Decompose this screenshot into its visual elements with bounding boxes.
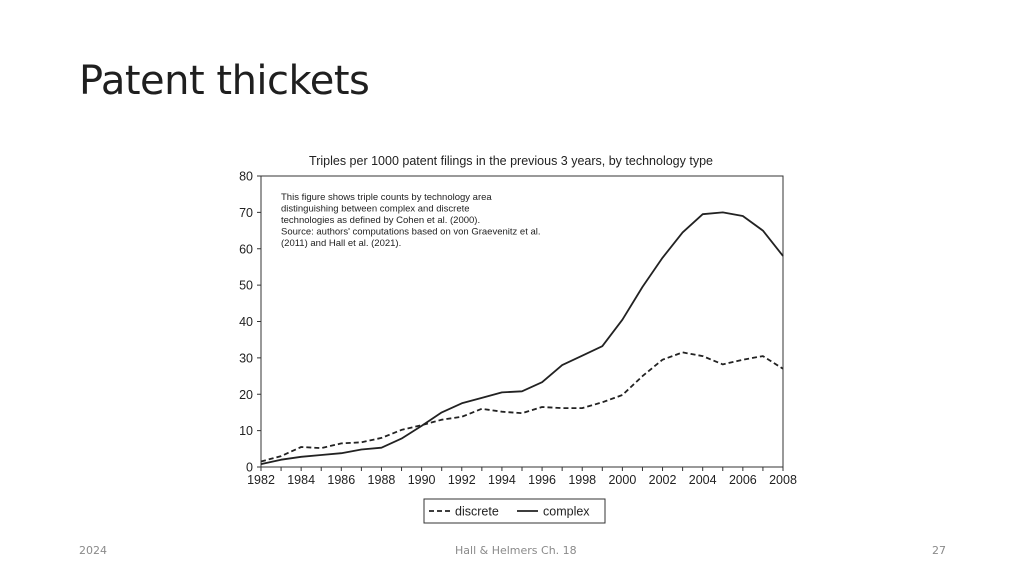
x-tick-label: 1982 bbox=[247, 473, 275, 487]
footer-source: Hall & Helmers Ch. 18 bbox=[455, 544, 577, 557]
y-tick-label: 70 bbox=[239, 206, 253, 220]
slide-title: Patent thickets bbox=[79, 58, 370, 104]
footer-date: 2024 bbox=[79, 544, 107, 557]
chart-note-line: distinguishing between complex and discr… bbox=[281, 204, 470, 215]
x-tick-label: 1996 bbox=[528, 473, 556, 487]
y-tick-label: 50 bbox=[239, 279, 253, 293]
y-tick-label: 0 bbox=[246, 461, 253, 475]
x-tick-label: 1990 bbox=[408, 473, 436, 487]
series-line-discrete bbox=[260, 351, 784, 463]
y-tick-label: 10 bbox=[239, 424, 253, 438]
x-tick-label: 2006 bbox=[729, 473, 757, 487]
y-tick-label: 40 bbox=[239, 315, 253, 329]
x-tick-label: 2004 bbox=[689, 473, 717, 487]
page-number: 27 bbox=[932, 544, 946, 557]
x-tick-label: 2002 bbox=[649, 473, 677, 487]
series-line-complex bbox=[260, 211, 784, 465]
chart-note-line: This figure shows triple counts by techn… bbox=[281, 192, 492, 203]
x-tick-label: 1984 bbox=[287, 473, 315, 487]
x-tick-label: 2008 bbox=[769, 473, 797, 487]
chart-note-line: technologies as defined by Cohen et al. … bbox=[281, 215, 480, 226]
legend-box bbox=[423, 498, 606, 524]
y-tick-label: 20 bbox=[239, 388, 253, 402]
x-tick-label: 2000 bbox=[608, 473, 636, 487]
x-tick-label: 1986 bbox=[327, 473, 355, 487]
x-tick-label: 1992 bbox=[448, 473, 476, 487]
legend-label-discrete: discrete bbox=[455, 505, 499, 519]
x-tick-label: 1994 bbox=[488, 473, 516, 487]
x-tick-label: 1998 bbox=[568, 473, 596, 487]
y-tick-label: 60 bbox=[239, 242, 253, 256]
y-tick-label: 30 bbox=[239, 351, 253, 365]
x-tick-label: 1988 bbox=[368, 473, 396, 487]
y-tick-label: 80 bbox=[239, 170, 253, 184]
chart-note-line: Source: authors' computations based on v… bbox=[281, 227, 541, 238]
legend-label-complex: complex bbox=[543, 505, 590, 519]
chart-note-line: (2011) and Hall et al. (2021). bbox=[281, 238, 401, 249]
chart-title: Triples per 1000 patent filings in the p… bbox=[309, 154, 713, 168]
